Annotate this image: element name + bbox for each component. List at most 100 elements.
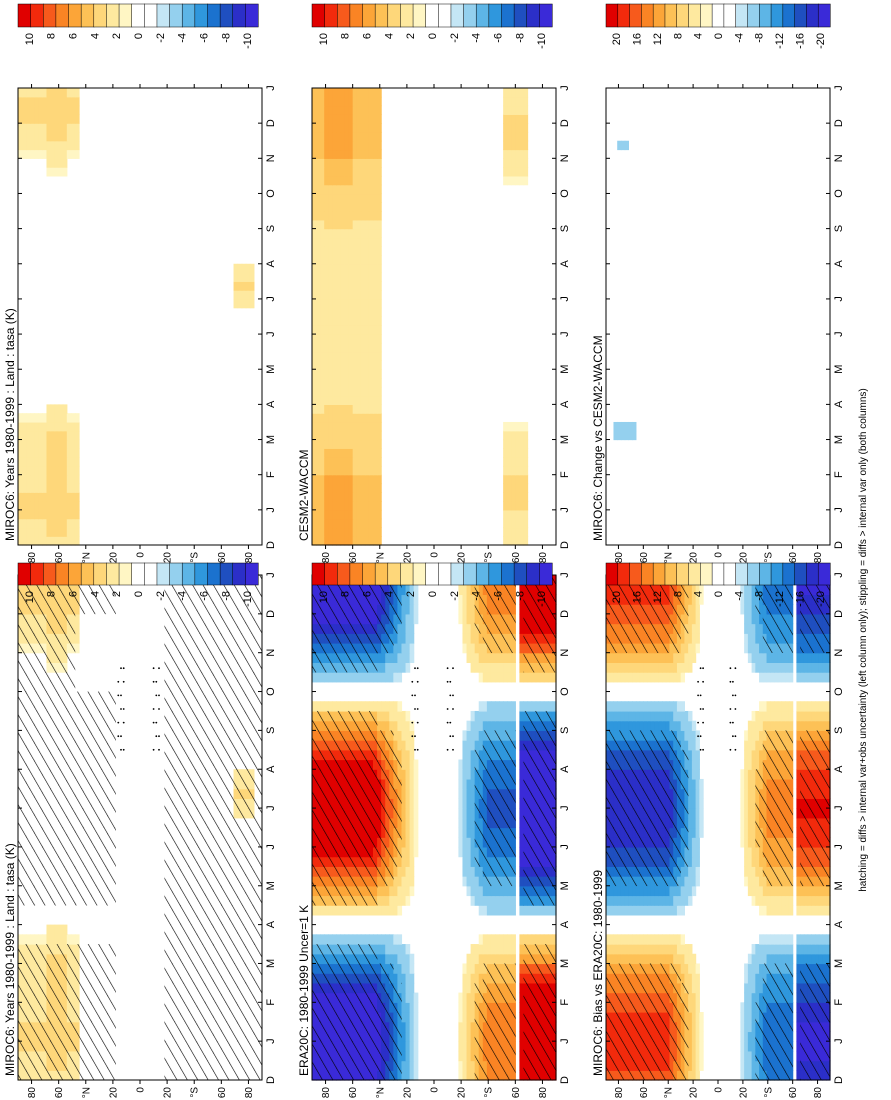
miroc6-right-cell — [42, 439, 48, 449]
era20c-month-label: N — [559, 649, 571, 657]
miroc6-left-hatch-cell — [205, 710, 214, 731]
miroc6-right-cell — [22, 439, 27, 449]
miroc6-right-cell — [74, 536, 80, 546]
era20c-hatch-cell — [352, 769, 362, 789]
era20c-hatch-cell — [352, 633, 362, 653]
era20c-hatch-cell — [474, 769, 484, 789]
cesm2-cell — [328, 448, 333, 458]
era20c-hatch-cell — [523, 1002, 532, 1023]
miroc6-left-hatch-cell — [213, 613, 222, 634]
cesm2-cell — [344, 281, 350, 291]
era20c-cell — [466, 1041, 472, 1052]
miroc6-left-hatch-cell — [83, 730, 92, 751]
miroc6-left-stipple-dot — [117, 680, 120, 683]
era20c-hatch-cell — [312, 652, 321, 673]
miroc6-left-hatch-cell — [107, 1060, 116, 1081]
era20c-month-label: J — [559, 1038, 571, 1044]
miroc6-right-cell — [62, 421, 68, 432]
miroc6-right-cell — [62, 509, 68, 520]
cesm2-cell — [352, 360, 358, 370]
cesm2-cell — [332, 404, 337, 414]
miroc6-right-cell — [38, 140, 43, 151]
cesm2-cell — [324, 509, 329, 520]
miroc6-left-hatch-cell — [213, 749, 222, 770]
cesm2-cell — [344, 439, 350, 449]
cesm2-cell — [316, 404, 321, 414]
cesm2-cell — [352, 483, 358, 493]
cesm2-cell — [316, 351, 321, 362]
miroc6-left-hatch-cell — [26, 963, 35, 984]
miroc6-left-hatch-cell — [172, 1041, 181, 1061]
miroc6-right-cell — [50, 439, 56, 449]
miroc6-left-hatch-cell — [107, 749, 116, 770]
miroc6-left-hatch-cell — [83, 982, 92, 1003]
miroc6-right-cell — [50, 123, 56, 133]
miroc6-right-cell — [50, 149, 56, 159]
era20c-hatch-cell — [523, 652, 532, 673]
era20c-hatch-cell — [490, 846, 500, 867]
miroc6-right-cell — [34, 421, 39, 432]
miroc6-left-month-label: A — [265, 920, 277, 928]
era20c-cell — [401, 866, 407, 877]
era20c-hatch-cell — [352, 652, 362, 673]
miroc6-right-cell — [26, 114, 31, 124]
cesm2-cell — [356, 307, 362, 318]
cesm2-cell — [352, 457, 358, 467]
miroc6-right-cell — [58, 105, 64, 115]
era20c-cell — [466, 594, 472, 605]
miroc6-left-hatch-cell — [58, 963, 68, 984]
cesm2-cell — [364, 474, 370, 485]
era20c-cell — [332, 701, 337, 712]
miroc6-left-hatch-cell — [164, 652, 173, 673]
era20c-cell — [393, 895, 398, 906]
era20c-cell — [470, 866, 476, 877]
era20c-cell — [531, 672, 537, 683]
era20c-hatch-cell — [320, 885, 329, 906]
miroc6-left-hatch-cell — [188, 633, 198, 653]
era20c-cell — [389, 701, 394, 712]
miroc6-left-hatch-cell — [66, 982, 76, 1003]
era20c-cell — [474, 953, 480, 965]
era20c-hatch-cell — [499, 788, 508, 809]
era20c-cell — [547, 701, 553, 712]
era20c-cell — [312, 905, 317, 916]
cesm2-cell — [336, 272, 342, 282]
miroc6-left-hatch-cell — [66, 963, 76, 984]
era20c-hatch-cell — [385, 808, 394, 828]
miroc6-left-hatch-cell — [172, 749, 181, 770]
era20c-hatch-cell — [499, 982, 508, 1003]
miroc6-left-hatch-cell — [245, 749, 255, 770]
era20c-cell — [405, 798, 411, 809]
miroc6-left-hatch — [18, 575, 263, 1081]
era20c-cell — [458, 1002, 464, 1013]
miroc6-left-hatch-cell — [99, 827, 108, 848]
miroc6-right-colorbar-swatch — [245, 3, 259, 28]
cesm2-cell — [352, 386, 358, 397]
cesm2-cell — [332, 492, 337, 502]
miroc6-right-cell — [54, 413, 60, 423]
era20c-cell — [381, 652, 386, 663]
miroc6-left-hatch-cell — [205, 905, 214, 925]
miroc6-left-hatch-cell — [107, 788, 116, 809]
era20c-hatch-cell — [547, 1021, 557, 1042]
era20c-hatch-cell — [531, 1060, 541, 1081]
miroc6-right-cell — [50, 448, 56, 458]
miroc6-left-hatch-cell — [18, 808, 27, 828]
era20c-cell — [519, 749, 525, 761]
era20c-cell — [543, 672, 549, 683]
era20c-cell — [405, 1002, 411, 1013]
miroc6-left-cell — [74, 642, 80, 654]
miroc6-left-hatch-cell — [172, 963, 181, 984]
miroc6-right-cell — [66, 501, 72, 511]
miroc6-right-cell — [70, 457, 76, 467]
era20c-hatch-cell — [328, 788, 337, 809]
era20c-cell — [409, 963, 415, 974]
cesm2-cell — [316, 378, 321, 388]
cesm2-cell — [328, 536, 333, 546]
era20c-cell — [397, 701, 403, 712]
miroc6-left-hatch-cell — [221, 827, 230, 848]
miroc6-left-colorbar-label: 2 — [111, 591, 123, 597]
era20c-cell — [393, 720, 398, 731]
era20c-hatch-cell — [499, 594, 508, 615]
